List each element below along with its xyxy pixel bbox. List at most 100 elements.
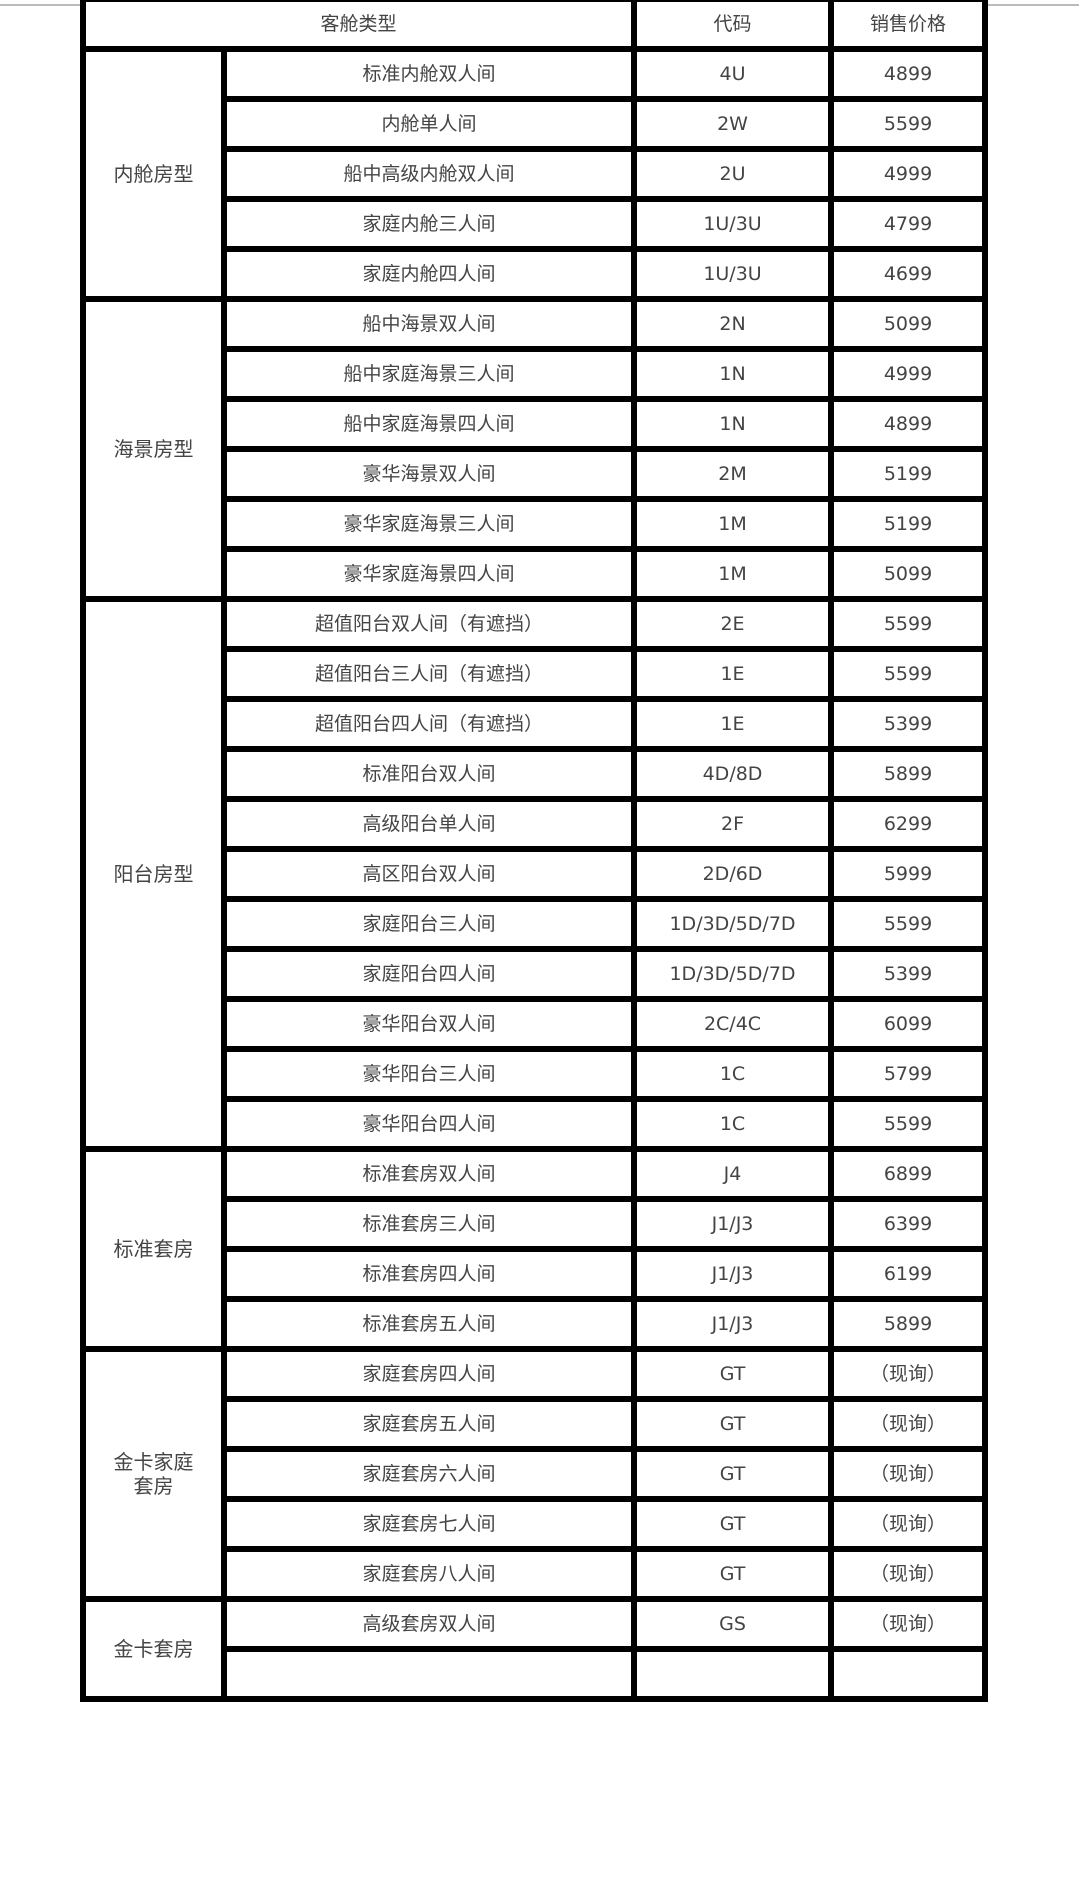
price-cell: 5399 bbox=[828, 696, 989, 752]
table-row: 高级阳台单人间 2F 6299 bbox=[83, 796, 989, 852]
category-cell: 阳台房型 bbox=[80, 596, 227, 1152]
table-row: 标准套房五人间 J1/J3 5899 bbox=[83, 1296, 989, 1352]
cabin-name-cell: 家庭套房四人间 bbox=[220, 1346, 638, 1402]
table-row: 金卡家庭 套房 家庭套房四人间 GT （现询） bbox=[80, 1346, 989, 1602]
category-cell: 海景房型 bbox=[80, 296, 227, 602]
price-cell: 5599 bbox=[828, 596, 989, 652]
price-cell: 4799 bbox=[828, 196, 989, 252]
price-cell: 5199 bbox=[828, 496, 989, 552]
table-row: 家庭内舱四人间 1U/3U 4699 bbox=[83, 246, 989, 302]
code-cell: 4U bbox=[631, 46, 835, 102]
cabin-name-cell: 标准阳台双人间 bbox=[220, 746, 638, 802]
cabin-name-cell: 船中家庭海景三人间 bbox=[220, 346, 638, 402]
price-cell: 5099 bbox=[828, 546, 989, 602]
cabin-name-cell: 超值阳台四人间（有遮挡） bbox=[220, 696, 638, 752]
table-row: 金卡套房 高级套房双人间 GS （现询） bbox=[80, 1596, 989, 1702]
table-row: 海景房型 船中海景双人间 2N 5099 bbox=[80, 296, 989, 602]
price-cell: 5599 bbox=[828, 1096, 989, 1152]
price-cell bbox=[828, 1646, 989, 1702]
price-cell: （现询） bbox=[828, 1446, 989, 1502]
table-row: 豪华阳台双人间 2C/4C 6099 bbox=[83, 996, 989, 1052]
code-cell: 1M bbox=[631, 496, 835, 552]
cabin-name-cell: 船中海景双人间 bbox=[220, 296, 638, 352]
price-cell: （现询） bbox=[828, 1596, 989, 1652]
cabin-name-cell: 高级套房双人间 bbox=[220, 1596, 638, 1652]
code-cell: GT bbox=[631, 1446, 835, 1502]
price-cell: 5799 bbox=[828, 1046, 989, 1102]
table-row: 标准套房三人间 J1/J3 6399 bbox=[83, 1196, 989, 1252]
code-cell: 1N bbox=[631, 346, 835, 402]
table-row: 豪华家庭海景四人间 1M 5099 bbox=[83, 546, 989, 602]
code-cell: 1D/3D/5D/7D bbox=[631, 946, 835, 1002]
price-cell: 4999 bbox=[828, 146, 989, 202]
code-cell: J1/J3 bbox=[631, 1246, 835, 1302]
table-row: 家庭阳台四人间 1D/3D/5D/7D 5399 bbox=[83, 946, 989, 1002]
table-row: 船中高级内舱双人间 2U 4999 bbox=[83, 146, 989, 202]
price-cell: 6899 bbox=[828, 1146, 989, 1202]
price-cell: 5199 bbox=[828, 446, 989, 502]
table-row: 船中家庭海景三人间 1N 4999 bbox=[83, 346, 989, 402]
code-cell: 1U/3U bbox=[631, 246, 835, 302]
code-cell: 1E bbox=[631, 696, 835, 752]
table-row: 豪华家庭海景三人间 1M 5199 bbox=[83, 496, 989, 552]
cabin-name-cell: 家庭套房八人间 bbox=[220, 1546, 638, 1602]
cabin-name-cell: 船中高级内舱双人间 bbox=[220, 146, 638, 202]
table-row: 家庭内舱三人间 1U/3U 4799 bbox=[83, 196, 989, 252]
code-cell: 4D/8D bbox=[631, 746, 835, 802]
header-code: 代码 bbox=[631, 0, 835, 52]
code-cell: GS bbox=[631, 1596, 835, 1652]
cabin-name-cell: 标准套房四人间 bbox=[220, 1246, 638, 1302]
price-cell: 5899 bbox=[828, 1296, 989, 1352]
table-row: 家庭套房六人间 GT （现询） bbox=[83, 1446, 989, 1502]
cabin-price-table: 客舱类型 代码 销售价格 内舱房型 标准内舱双人间 4U 4899 内舱单人间 2W 559… bbox=[79, 0, 989, 1702]
cabin-name-cell: 家庭内舱四人间 bbox=[220, 246, 638, 302]
price-cell: 4999 bbox=[828, 346, 989, 402]
cabin-name-cell: 标准套房五人间 bbox=[220, 1296, 638, 1352]
table-row: 高区阳台双人间 2D/6D 5999 bbox=[83, 846, 989, 902]
code-cell: 2D/6D bbox=[631, 846, 835, 902]
code-cell: 1N bbox=[631, 396, 835, 452]
table-row: 家庭套房五人间 GT （现询） bbox=[83, 1396, 989, 1452]
cabin-name-cell: 标准内舱双人间 bbox=[220, 46, 638, 102]
table-row: 标准套房四人间 J1/J3 6199 bbox=[83, 1246, 989, 1302]
cabin-name-cell: 家庭阳台三人间 bbox=[220, 896, 638, 952]
cabin-name-cell: 高区阳台双人间 bbox=[220, 846, 638, 902]
code-cell: 2U bbox=[631, 146, 835, 202]
table-row: 家庭阳台三人间 1D/3D/5D/7D 5599 bbox=[83, 896, 989, 952]
table-row: 标准套房 标准套房双人间 J4 6899 bbox=[80, 1146, 989, 1352]
category-cell: 标准套房 bbox=[80, 1146, 227, 1352]
code-cell: J1/J3 bbox=[631, 1196, 835, 1252]
cabin-name-cell: 家庭阳台四人间 bbox=[220, 946, 638, 1002]
cabin-name-cell: 超值阳台双人间（有遮挡） bbox=[220, 596, 638, 652]
price-cell: （现询） bbox=[828, 1546, 989, 1602]
code-cell: 2E bbox=[631, 596, 835, 652]
price-cell: （现询） bbox=[828, 1396, 989, 1452]
table-row: 标准阳台双人间 4D/8D 5899 bbox=[83, 746, 989, 802]
code-cell: 2M bbox=[631, 446, 835, 502]
price-cell: 5899 bbox=[828, 746, 989, 802]
price-cell: （现询） bbox=[828, 1346, 989, 1402]
table-row: 超值阳台三人间（有遮挡） 1E 5599 bbox=[83, 646, 989, 702]
table-row: 家庭套房八人间 GT （现询） bbox=[83, 1546, 989, 1602]
category-cell: 内舱房型 bbox=[80, 46, 227, 302]
code-cell: 2W bbox=[631, 96, 835, 152]
code-cell bbox=[631, 1646, 835, 1702]
cabin-name-cell: 豪华家庭海景三人间 bbox=[220, 496, 638, 552]
cabin-name-cell: 船中家庭海景四人间 bbox=[220, 396, 638, 452]
price-cell: 5599 bbox=[828, 96, 989, 152]
code-cell: 2C/4C bbox=[631, 996, 835, 1052]
price-cell: 4899 bbox=[828, 46, 989, 102]
code-cell: 2N bbox=[631, 296, 835, 352]
code-cell: GT bbox=[631, 1346, 835, 1402]
table-row: 家庭套房七人间 GT （现询） bbox=[83, 1496, 989, 1552]
code-cell: 1C bbox=[631, 1096, 835, 1152]
code-cell: 1E bbox=[631, 646, 835, 702]
header-row: 客舱类型 代码 销售价格 bbox=[79, 0, 989, 52]
code-cell: J4 bbox=[631, 1146, 835, 1202]
code-cell: J1/J3 bbox=[631, 1296, 835, 1352]
cabin-name-cell: 标准套房双人间 bbox=[220, 1146, 638, 1202]
cabin-name-cell: 标准套房三人间 bbox=[220, 1196, 638, 1252]
price-cell: 6299 bbox=[828, 796, 989, 852]
code-cell: GT bbox=[631, 1496, 835, 1552]
table-row: 超值阳台四人间（有遮挡） 1E 5399 bbox=[83, 696, 989, 752]
